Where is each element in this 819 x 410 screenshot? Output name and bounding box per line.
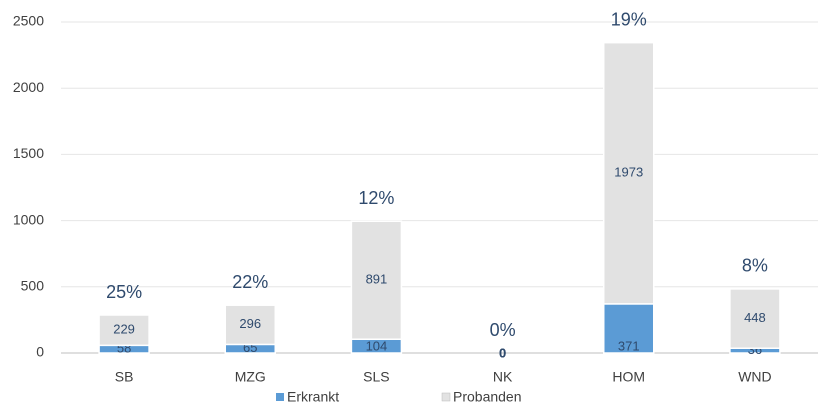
y-tick-label: 2000 xyxy=(13,79,44,95)
x-tick-label: WND xyxy=(738,369,771,385)
value-label: 1973 xyxy=(614,165,643,180)
annotation: 25% xyxy=(106,282,142,302)
x-tick-label: MZG xyxy=(235,369,266,385)
x-tick-label: SLS xyxy=(363,369,389,385)
x-tick-label: NK xyxy=(493,369,513,385)
value-label: 891 xyxy=(366,272,388,287)
value-label: 296 xyxy=(239,316,261,331)
annotation: 12% xyxy=(358,188,394,208)
value-label: 0 xyxy=(499,345,506,360)
bar-segment xyxy=(603,41,655,305)
value-label: 104 xyxy=(366,338,388,353)
x-tick-label: HOM xyxy=(612,369,645,385)
annotation: 19% xyxy=(611,9,647,29)
annotation: 22% xyxy=(232,272,268,292)
x-tick-label: SB xyxy=(115,369,134,385)
annotation: 0% xyxy=(490,320,516,340)
y-tick-label: 2500 xyxy=(13,13,44,29)
bar-segment xyxy=(603,303,655,354)
bar-segment xyxy=(729,288,781,349)
value-label: 0 xyxy=(499,345,506,360)
y-tick-label: 1000 xyxy=(13,211,44,227)
bar-segment xyxy=(224,304,276,346)
y-tick-label: 0 xyxy=(36,344,44,360)
legend-swatch xyxy=(441,392,451,402)
legend-swatch xyxy=(276,393,284,401)
y-tick-label: 1500 xyxy=(13,145,44,161)
value-label: 448 xyxy=(744,310,766,325)
legend-label: Erkrankt xyxy=(287,389,339,405)
value-label: 371 xyxy=(618,338,640,353)
value-label: 229 xyxy=(113,322,135,337)
annotation: 8% xyxy=(742,256,768,276)
legend-label: Probanden xyxy=(453,389,522,405)
bar-segment xyxy=(350,220,403,340)
y-tick-label: 500 xyxy=(21,278,45,294)
bar-segment xyxy=(98,314,150,347)
